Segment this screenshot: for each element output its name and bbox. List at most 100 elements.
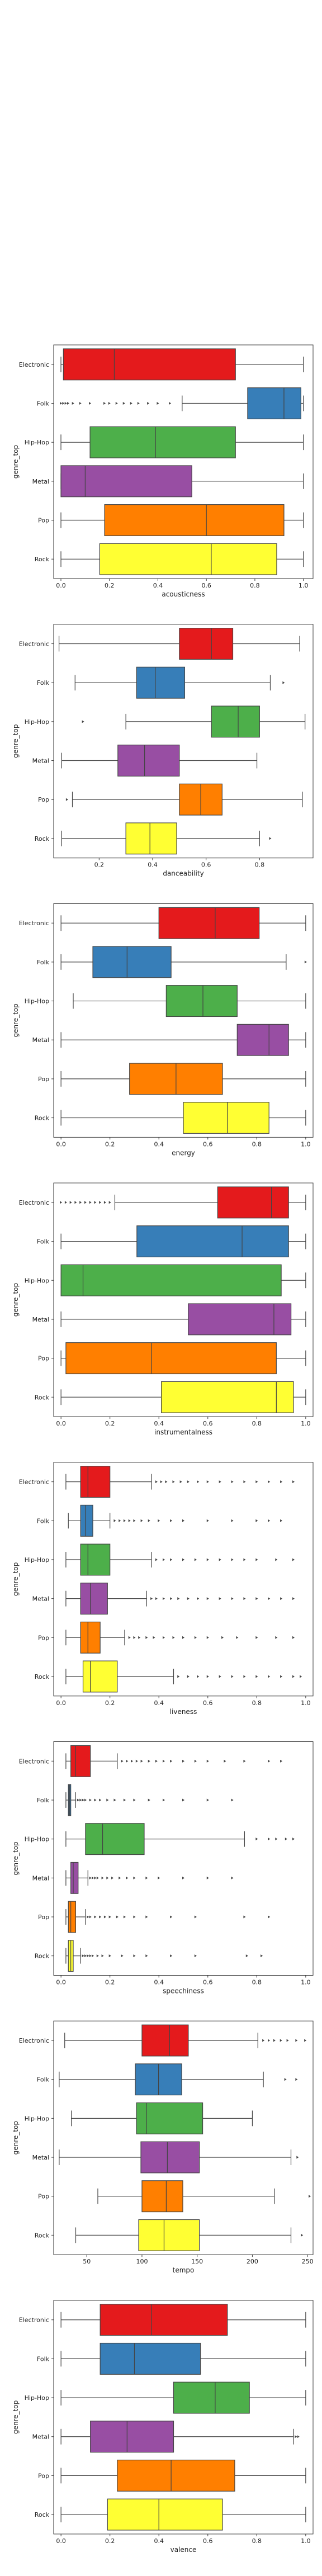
box-electronic (217, 1186, 289, 1219)
outlier-point (133, 1636, 136, 1639)
y-tick-label-hip-hop: Hip-Hop (25, 1836, 49, 1843)
boxplot-panel-energy: 0.0 0.2 0.4 0.6 0.8 1.0 energy genre_top Electro… (12, 903, 314, 1157)
outlier-point (182, 1636, 184, 1639)
outlier-point (170, 1597, 173, 1600)
y-tick-label-electronic: Electronic (19, 2317, 49, 2324)
outlier-point (170, 1519, 173, 1522)
outlier-point (231, 1519, 234, 1522)
outlier-point (108, 1915, 111, 1919)
box-rock (107, 2498, 223, 2531)
outlier-point (231, 1597, 234, 1600)
outlier-point (87, 1915, 89, 1919)
outlier-point (126, 1759, 129, 1763)
outlier-point (295, 2078, 298, 2081)
y-tick-label-rock: Rock (35, 2511, 50, 2518)
outlier-point (206, 1597, 209, 1600)
y-tick-label-folk: Folk (37, 2076, 50, 2083)
outlier-point (121, 1954, 124, 1958)
outlier-point (89, 1201, 92, 1204)
box-hip-hop (211, 705, 260, 738)
outlier-point (172, 1636, 175, 1639)
outlier-point (79, 402, 82, 405)
outlier-point (165, 1480, 168, 1484)
outlier-point (135, 1759, 138, 1763)
y-tick-label-rock: Rock (35, 556, 50, 563)
outlier-point (182, 1876, 184, 1879)
x-tick-label: 0.8 (252, 1420, 262, 1427)
x-tick-label: 0.6 (203, 1140, 213, 1148)
outlier-point (255, 1597, 258, 1600)
outlier-point (268, 1597, 271, 1600)
x-tick-label: 1.0 (301, 1140, 311, 1148)
outlier-point (148, 1759, 150, 1763)
y-tick-label-pop: Pop (38, 517, 49, 524)
outlier-point (82, 720, 84, 723)
y-tick-label-rock: Rock (35, 1394, 50, 1401)
outlier-point (69, 1201, 72, 1204)
x-tick-label: 50 (83, 2258, 91, 2265)
outlier-point (170, 1954, 173, 1958)
box-rock (99, 543, 277, 575)
outlier-point (268, 1838, 271, 1841)
outlier-point (197, 1597, 200, 1600)
outlier-point (131, 1759, 134, 1763)
box-electronic (100, 2304, 228, 2336)
outlier-point (292, 1675, 295, 1678)
outlier-point (255, 1838, 258, 1841)
box-metal (188, 1303, 292, 1336)
outlier-point (275, 1636, 278, 1639)
box-hip-hop (89, 426, 236, 458)
outlier-point (295, 2435, 297, 2438)
x-axis-label: danceability (163, 870, 203, 878)
boxplot-panel-speechiness: 0.0 0.2 0.4 0.6 0.8 1.0 speechiness genre_top El… (12, 1741, 314, 1995)
box-metal (90, 2421, 174, 2453)
outlier-point (243, 1759, 246, 1763)
outlier-point (286, 2039, 289, 2042)
y-tick-label-electronic: Electronic (19, 1199, 49, 1206)
outlier-point (268, 1480, 271, 1484)
outlier-point (103, 1915, 106, 1919)
outlier-point (96, 1876, 99, 1879)
outlier-point (245, 1954, 248, 1958)
box-metal (70, 1862, 79, 1894)
outlier-point (284, 2078, 287, 2081)
outlier-point (194, 1759, 197, 1763)
x-tick-label: 0.4 (154, 1979, 164, 1986)
outlier-point (92, 1876, 94, 1879)
y-tick-label-hip-hop: Hip-Hop (25, 718, 49, 726)
outlier-point (219, 1480, 221, 1484)
boxplot-panel-tempo: 50 100 150 200 250 tempo genre_top Electronic Fo… (12, 2020, 314, 2274)
box-metal (236, 1024, 289, 1056)
outlier-point (231, 1798, 234, 1802)
box-pop (80, 1621, 101, 1654)
outlier-point (119, 1519, 121, 1522)
outlier-point (255, 1675, 258, 1678)
outlier-point (133, 1876, 136, 1879)
boxplot-panel-instrumentalness: 0.0 0.2 0.4 0.6 0.8 1.0 instrumentalness genre_… (12, 1182, 314, 1436)
outlier-point (231, 1480, 234, 1484)
outlier-point (292, 1480, 295, 1484)
x-axis-label: acousticness (162, 590, 205, 598)
box-hip-hop (173, 2381, 250, 2414)
x-tick-label: 0.6 (203, 1420, 213, 1427)
x-tick-label: 0.2 (105, 1420, 115, 1427)
outlier-point (119, 1876, 121, 1879)
outlier-point (84, 1954, 87, 1958)
outlier-point (224, 1759, 226, 1763)
outlier-point (64, 402, 67, 405)
outlier-point (62, 402, 65, 405)
y-tick-label-electronic: Electronic (19, 1479, 49, 1486)
box-folk (136, 666, 185, 699)
outlier-point (194, 1915, 197, 1919)
outlier-point (123, 1915, 126, 1919)
y-tick-label-hip-hop: Hip-Hop (25, 439, 49, 446)
outlier-point (130, 402, 132, 405)
outlier-point (106, 1798, 109, 1802)
x-tick-label: 0.2 (105, 1979, 115, 1986)
x-tick-label: 0.2 (105, 2537, 115, 2545)
outlier-point (304, 960, 307, 964)
outlier-point (194, 1954, 197, 1958)
y-tick-label-pop: Pop (38, 2472, 49, 2479)
outlier-point (255, 1558, 258, 1561)
x-tick-label: 1.0 (301, 2537, 311, 2545)
